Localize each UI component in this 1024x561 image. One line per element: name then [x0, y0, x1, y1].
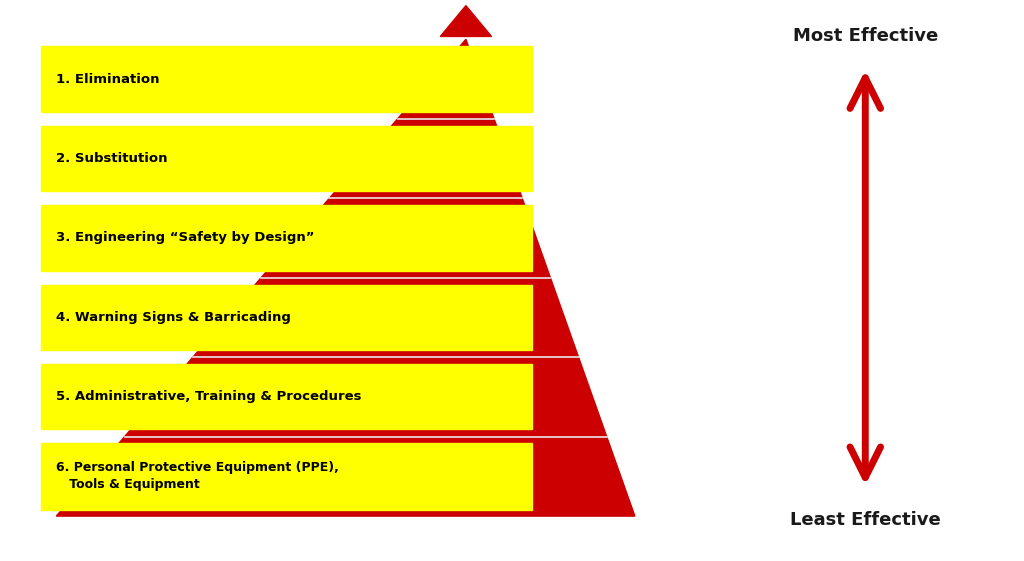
Bar — [41, 47, 532, 112]
Bar — [41, 205, 532, 270]
Text: 5. Administrative, Training & Procedures: 5. Administrative, Training & Procedures — [56, 390, 361, 403]
Bar — [41, 364, 532, 430]
Text: 3. Engineering “Safety by Design”: 3. Engineering “Safety by Design” — [56, 232, 314, 245]
Bar — [41, 285, 532, 350]
Bar — [41, 443, 532, 510]
Text: 2. Substitution: 2. Substitution — [56, 152, 168, 165]
Text: 1. Elimination: 1. Elimination — [56, 72, 160, 85]
Text: 6. Personal Protective Equipment (PPE),
   Tools & Equipment: 6. Personal Protective Equipment (PPE), … — [56, 461, 339, 491]
Text: Least Effective: Least Effective — [790, 511, 941, 528]
Text: Most Effective: Most Effective — [793, 27, 938, 45]
Text: 4. Warning Signs & Barricading: 4. Warning Signs & Barricading — [56, 311, 291, 324]
Polygon shape — [440, 6, 492, 36]
Bar — [41, 126, 532, 191]
Polygon shape — [56, 39, 635, 516]
